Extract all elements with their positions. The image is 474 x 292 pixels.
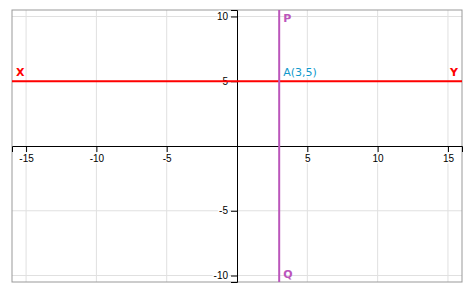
y-tick-mark bbox=[231, 211, 237, 212]
x-tick: -5 bbox=[163, 146, 172, 164]
y-tick-label: 10 bbox=[217, 11, 229, 22]
line-label: P bbox=[283, 12, 291, 25]
marks bbox=[12, 10, 462, 282]
y-axis: -10-5510 bbox=[214, 11, 238, 283]
line-label: Q bbox=[283, 268, 292, 281]
x-tick: 10 bbox=[373, 146, 385, 164]
x-tick-label: 5 bbox=[305, 153, 311, 164]
x-tick-label: -10 bbox=[90, 153, 105, 164]
y-tick: -10 bbox=[214, 270, 237, 281]
chart: -15-10-551015-10-5510XYPQA(3,5) bbox=[0, 0, 474, 292]
vertical-line bbox=[278, 10, 280, 282]
x-tick-label: 10 bbox=[373, 153, 385, 164]
plot-frame bbox=[12, 10, 462, 282]
x-tick: -10 bbox=[90, 146, 105, 164]
grid bbox=[12, 10, 462, 282]
y-tick-mark bbox=[231, 16, 237, 17]
x-tick-mark bbox=[96, 146, 97, 152]
x-tick-mark bbox=[307, 146, 308, 152]
line-label: X bbox=[16, 66, 25, 79]
y-tick-label: -5 bbox=[219, 205, 228, 216]
x-tick-label: -5 bbox=[163, 153, 172, 164]
horizontal-line bbox=[12, 80, 462, 82]
y-tick: -5 bbox=[219, 205, 237, 216]
x-tick-mark bbox=[448, 146, 449, 152]
x-tick-mark bbox=[167, 146, 168, 152]
y-tick-mark bbox=[231, 276, 237, 277]
x-tick-mark bbox=[26, 146, 27, 152]
y-grid-line bbox=[12, 81, 462, 82]
x-tick: -15 bbox=[19, 146, 34, 164]
annotation: A(3,5) bbox=[283, 66, 317, 79]
plot: -15-10-551015-10-5510XYPQA(3,5) bbox=[12, 10, 463, 283]
y-tick-label: -10 bbox=[214, 270, 229, 281]
labels: X Y P Q A(3,5) bbox=[16, 12, 459, 281]
x-tick: 5 bbox=[305, 146, 311, 164]
x-tick: 15 bbox=[443, 146, 455, 164]
y-tick: 10 bbox=[217, 11, 237, 22]
x-tick-label: 15 bbox=[443, 153, 455, 164]
x-tick-mark bbox=[378, 146, 379, 152]
x-tick-label: -15 bbox=[19, 153, 34, 164]
line-label: Y bbox=[449, 66, 459, 79]
y-axis-line bbox=[231, 11, 238, 283]
